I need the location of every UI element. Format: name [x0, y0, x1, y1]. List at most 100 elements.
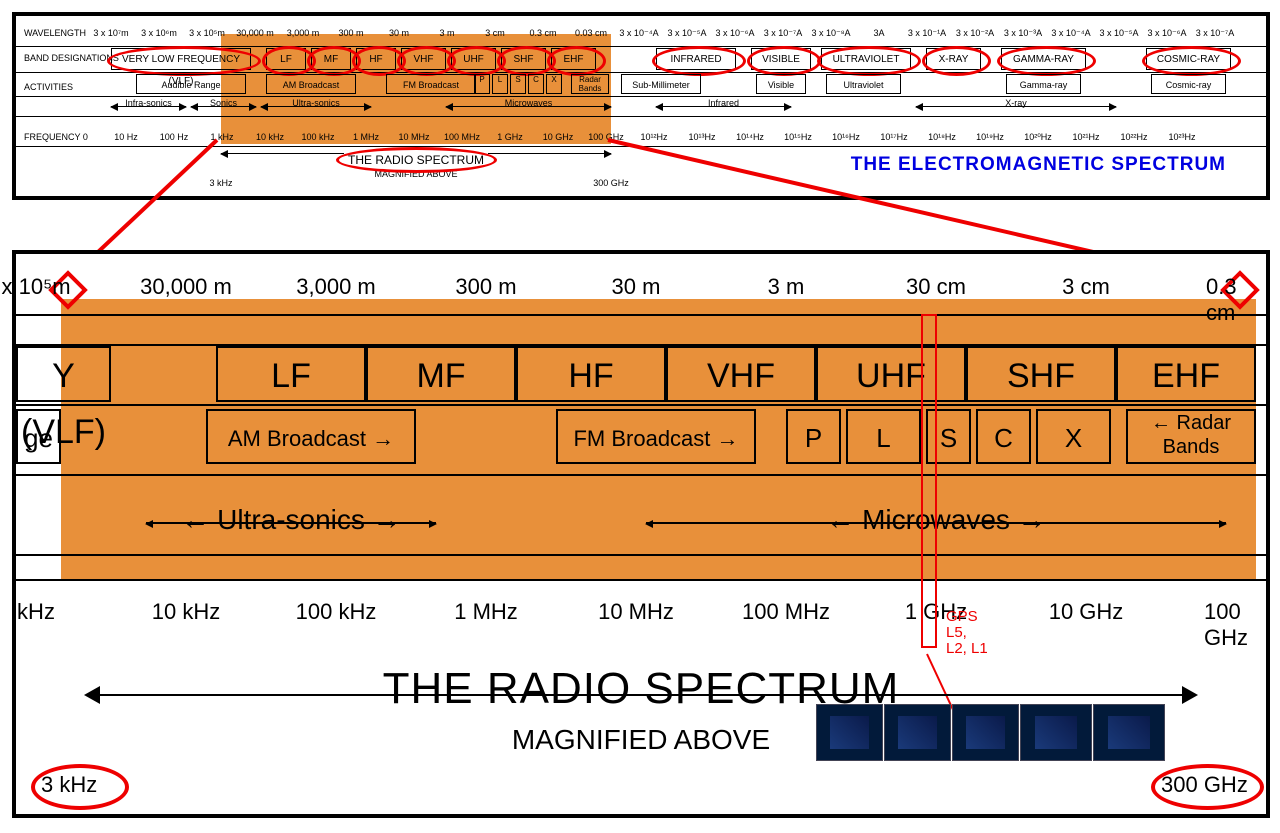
wl-tick: 0.03 cm — [575, 28, 607, 38]
range-bot: ← Ultra-sonics → — [146, 504, 436, 536]
activity-bot: L — [846, 409, 921, 464]
gps-label: GPS L5, L2, L1 — [946, 609, 988, 657]
range: Sonics — [191, 98, 256, 108]
range: Ultra-sonics — [261, 98, 371, 108]
freq-tick: 10²¹Hz — [1072, 132, 1099, 142]
wl-tick-bot: 30 cm — [906, 274, 966, 300]
activity: Radar Bands — [571, 74, 609, 94]
activity: P — [474, 74, 490, 94]
band-bot-uhf: UHF — [816, 346, 966, 402]
activity: Gamma-ray — [1006, 74, 1081, 94]
activity-bot: C — [976, 409, 1031, 464]
range: X-ray — [916, 98, 1116, 108]
activity-bot: ge — [16, 409, 61, 464]
wl-tick: 3 x 10⁻³A — [1004, 28, 1042, 39]
activity: L — [492, 74, 508, 94]
freq-tick: 10¹⁶Hz — [832, 132, 860, 142]
wl-tick: 3,000 m — [287, 28, 320, 38]
activity-bot: X — [1036, 409, 1111, 464]
freq-tick: 1 MHz — [353, 132, 379, 142]
range: Infrared — [656, 98, 791, 108]
em-spectrum-title: THE ELECTROMAGNETIC SPECTRUM — [851, 154, 1226, 176]
wl-tick-bot: 3,000 m — [296, 274, 376, 300]
range: Infra-sonics — [111, 98, 186, 108]
wl-tick: 3 x 10⁵m — [189, 28, 225, 38]
freq-tick-bot: 10 MHz — [598, 599, 674, 625]
wl-tick-bot: 30 m — [612, 274, 661, 300]
freq-tick: 100 GHz — [588, 132, 624, 142]
freq-tick: 100 Hz — [160, 132, 189, 142]
activity: Ultraviolet — [826, 74, 901, 94]
freq-tick-bot: 10 GHz — [1049, 599, 1124, 625]
activity: FM Broadcast — [386, 74, 476, 94]
range: Microwaves — [446, 98, 611, 108]
freq-tick: 10¹²Hz — [640, 132, 667, 142]
activity: Visible — [756, 74, 806, 94]
wl-tick: 3 x 10⁻⁶A — [716, 28, 755, 39]
radio-end: 300 GHz — [593, 178, 629, 188]
freq-tick: 10¹⁴Hz — [736, 132, 764, 142]
row-band: BAND DESIGNATIONS — [24, 54, 119, 63]
wl-tick: 300 m — [338, 28, 363, 38]
freq-tick: 10²²Hz — [1120, 132, 1147, 142]
freq-tick: 10 kHz — [256, 132, 284, 142]
wl-tick-bot: 300 m — [455, 274, 516, 300]
activity: Sub-Millimeter — [621, 74, 701, 94]
band-bot-shf: SHF — [966, 346, 1116, 402]
em-spectrum-panel: WAVELENGTH BAND DESIGNATIONS ACTIVITIES … — [12, 12, 1270, 200]
activity-bot: ← Radar Bands — [1126, 409, 1256, 464]
band-bot-yvlf: Y (VLF) — [16, 346, 111, 402]
wl-tick: 0.3 cm — [529, 28, 556, 38]
freq-tick: 100 MHz — [444, 132, 480, 142]
freq-tick: 1 GHz — [497, 132, 523, 142]
freq-tick: 10¹³Hz — [688, 132, 715, 142]
freq-tick: 1 kHz — [210, 132, 233, 142]
wl-tick: 3 x 10⁻⁴A — [1051, 28, 1090, 39]
activity: Cosmic-ray — [1151, 74, 1226, 94]
row-frequency: FREQUENCY 0 — [24, 132, 88, 142]
satellite-images — [816, 704, 1166, 759]
wl-tick-bot: x 10⁵m — [1, 274, 70, 300]
band-bot-hf: HF — [516, 346, 666, 402]
radio-spectrum-panel: x 10⁵m30,000 m3,000 m300 m30 m3 m30 cm3 … — [12, 250, 1270, 818]
freq-tick-bot: 100 GHz — [1204, 599, 1248, 651]
wl-tick: 3 x 10⁷m — [93, 28, 128, 38]
wl-tick: 30,000 m — [236, 28, 274, 38]
wl-tick: 3 x 10⁶m — [141, 28, 177, 38]
wl-tick: 3 x 10⁻¹A — [908, 28, 946, 39]
freq-tick: 10¹⁹Hz — [976, 132, 1004, 142]
low-end: 3 kHz — [41, 772, 97, 798]
freq-tick: 100 kHz — [301, 132, 334, 142]
band-bot-mf: MF — [366, 346, 516, 402]
band-bot-vhf: VHF — [666, 346, 816, 402]
wl-tick: 3A — [873, 28, 884, 38]
activity: X — [546, 74, 562, 94]
wl-tick: 3 x 10⁻²A — [956, 28, 994, 39]
freq-tick: 10 MHz — [398, 132, 429, 142]
activity: C — [528, 74, 544, 94]
freq-tick-bot: 10 kHz — [152, 599, 220, 625]
wl-tick-bot: 3 cm — [1062, 274, 1110, 300]
wl-tick: 3 x 10⁻⁵A — [1099, 28, 1138, 39]
wl-tick-bot: 0.3 cm — [1206, 274, 1246, 326]
radio-start: 3 kHz — [209, 178, 232, 188]
gps-band-marker — [921, 314, 937, 648]
spectrum-diagram: WAVELENGTH BAND DESIGNATIONS ACTIVITIES … — [0, 0, 1280, 833]
wl-tick: 3 x 10⁻⁶A — [1148, 28, 1187, 39]
freq-tick-bot: 1 MHz — [454, 599, 518, 625]
band-bot-ehf: EHF — [1116, 346, 1256, 402]
freq-tick: 10¹⁵Hz — [784, 132, 812, 142]
wl-tick: 3 m — [439, 28, 454, 38]
wl-tick: 3 x 10⁻⁵A — [667, 28, 706, 39]
activity-bot: FM Broadcast → — [556, 409, 756, 464]
freq-tick: 10²⁰Hz — [1024, 132, 1052, 143]
freq-tick: 10¹⁷Hz — [880, 132, 907, 142]
wl-tick-bot: 3 m — [768, 274, 805, 300]
wl-tick: 3 x 10⁻⁷A — [764, 28, 803, 39]
wl-tick: 3 x 10⁻⁴A — [619, 28, 658, 39]
wl-tick: 30 m — [389, 28, 409, 38]
activity: S — [510, 74, 526, 94]
wl-tick: 3 x 10⁻⁷A — [1196, 28, 1235, 39]
wl-tick-bot: 30,000 m — [140, 274, 232, 300]
row-activities: ACTIVITIES — [24, 82, 73, 92]
